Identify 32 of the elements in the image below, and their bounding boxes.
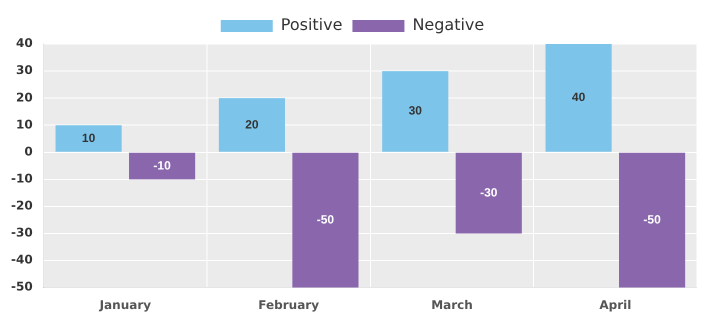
y-tick-label: -30: [10, 226, 33, 240]
y-tick-label: 10: [16, 117, 33, 132]
data-label: 40: [572, 90, 586, 104]
legend-label: Negative: [412, 15, 484, 34]
x-tick-label: April: [599, 298, 632, 312]
bar: [456, 152, 522, 234]
data-label: -10: [153, 158, 172, 172]
y-tick-label: 0: [24, 144, 33, 158]
x-tick-label: March: [431, 298, 473, 312]
bar: [619, 152, 686, 288]
x-tick-label: January: [98, 298, 152, 312]
y-tick-label: 40: [16, 36, 33, 50]
y-tick-label: -20: [10, 198, 33, 213]
bar: [129, 152, 196, 180]
data-label: 10: [82, 130, 96, 145]
y-tick-label: -10: [10, 171, 33, 186]
data-label: -50: [643, 212, 662, 226]
y-tick-label: -40: [10, 252, 33, 267]
data-label: -50: [316, 212, 334, 226]
data-label: 20: [245, 117, 259, 132]
data-label: -30: [480, 185, 498, 200]
x-tick-label: February: [258, 298, 320, 312]
y-tick-label: 30: [16, 63, 33, 78]
bar: [382, 71, 448, 152]
y-tick-label: 20: [16, 90, 33, 104]
legend-label: Positive: [280, 15, 342, 34]
bar: [546, 44, 612, 152]
bar: [292, 152, 358, 288]
bar: [218, 98, 285, 152]
bar: [56, 125, 122, 152]
data-label: 30: [408, 104, 422, 118]
y-tick-label: -50: [10, 280, 33, 294]
